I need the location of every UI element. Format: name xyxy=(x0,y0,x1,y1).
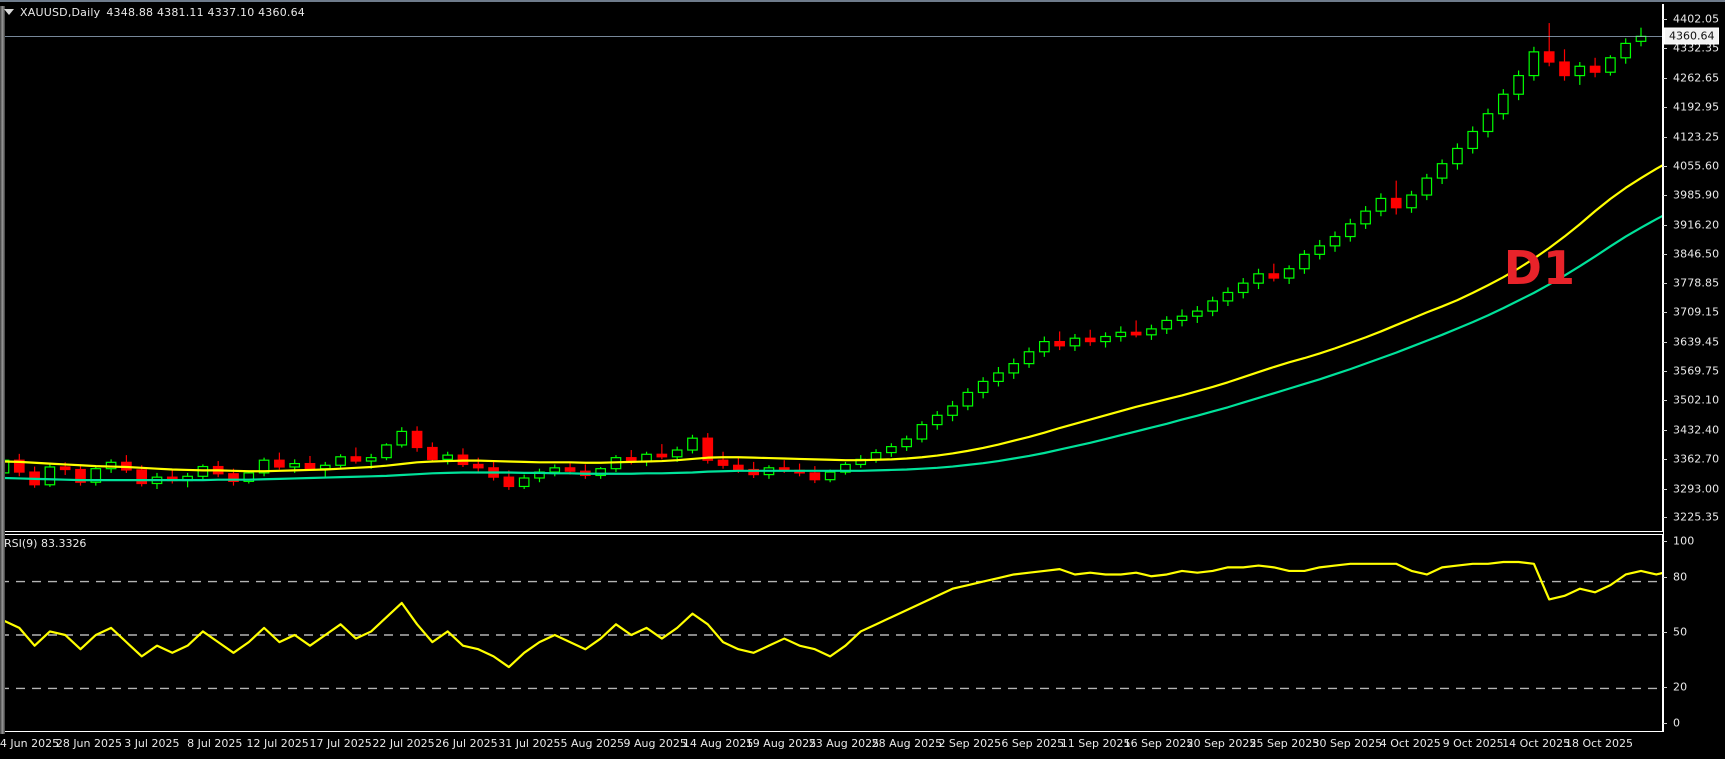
date-axis-label: 30 Sep 2025 xyxy=(1312,737,1383,750)
date-axis-label: 19 Aug 2025 xyxy=(745,737,817,750)
price-axis-label: 3985.90 xyxy=(1673,188,1720,202)
date-axis-label: 25 Sep 2025 xyxy=(1249,737,1320,750)
date-axis-label: 12 Jul 2025 xyxy=(246,737,309,750)
rsi-label: RSI(9) 83.3326 xyxy=(4,537,87,550)
price-axis-label: 3502.10 xyxy=(1673,393,1720,407)
price-axis-label: 3916.20 xyxy=(1673,218,1720,232)
axis-tick xyxy=(1663,459,1667,461)
rsi-scroll-handle[interactable] xyxy=(0,535,5,731)
chart-scroll-handle[interactable] xyxy=(0,6,5,734)
price-chart-panel[interactable]: D1 xyxy=(0,4,1663,734)
axis-tick xyxy=(1663,224,1667,226)
date-axis-label: 8 Jul 2025 xyxy=(187,737,243,750)
price-axis-label: 3362.70 xyxy=(1673,452,1720,466)
candlestick-series xyxy=(0,23,1662,490)
rsi-indicator-panel[interactable]: RSI(9) 83.3326 xyxy=(0,534,1663,732)
price-axis-label: 4192.95 xyxy=(1673,100,1720,114)
price-axis-label: 3569.75 xyxy=(1673,364,1720,378)
date-axis-label: 4 Oct 2025 xyxy=(1379,737,1441,750)
price-axis-label: 3846.50 xyxy=(1673,247,1720,261)
date-axis-label: 9 Aug 2025 xyxy=(623,737,687,750)
axis-tick xyxy=(1663,18,1667,20)
date-axis-label: 9 Oct 2025 xyxy=(1442,737,1504,750)
date-axis-label: 22 Jul 2025 xyxy=(372,737,435,750)
ohlc-values: 4348.88 4381.11 4337.10 4360.64 xyxy=(106,5,306,19)
axis-tick xyxy=(1663,165,1667,167)
triangle-down-icon[interactable] xyxy=(4,9,14,15)
price-axis-label: 3639.45 xyxy=(1673,335,1720,349)
date-axis-label: 26 Jul 2025 xyxy=(435,737,498,750)
axis-tick xyxy=(1663,107,1667,109)
axis-vertical-line xyxy=(1663,4,1664,732)
rsi-axis-label: 20 xyxy=(1673,680,1688,694)
axis-tick xyxy=(1663,541,1667,542)
price-axis-label: 4262.65 xyxy=(1673,71,1720,85)
price-axis-label: 3293.00 xyxy=(1673,482,1720,496)
symbol-timeframe-label: XAUUSD,Daily xyxy=(20,5,101,19)
price-axis-label: 4123.25 xyxy=(1673,130,1720,144)
axis-tick xyxy=(1663,723,1667,724)
price-axis-label: 4402.05 xyxy=(1673,12,1720,26)
date-axis-label: 24 Jun 2025 xyxy=(0,737,60,750)
price-plot-area[interactable] xyxy=(0,4,1662,531)
current-price-label: 4360.64 xyxy=(1664,27,1719,45)
date-axis-label: 14 Oct 2025 xyxy=(1502,737,1571,750)
date-axis-label: 11 Sep 2025 xyxy=(1060,737,1131,750)
date-axis-label: 17 Jul 2025 xyxy=(309,737,372,750)
rsi-axis-label: 80 xyxy=(1673,570,1688,584)
date-axis-label: 18 Oct 2025 xyxy=(1564,737,1634,750)
date-axis-label: 28 Jun 2025 xyxy=(55,737,122,750)
axis-tick xyxy=(1663,136,1667,138)
axis-tick xyxy=(1663,686,1667,688)
axis-tick xyxy=(1663,282,1667,284)
date-axis-label: 3 Jul 2025 xyxy=(124,737,180,750)
rsi-axis-label: 100 xyxy=(1673,534,1695,548)
rsi-line-series xyxy=(0,560,1662,690)
date-axis-label: 16 Sep 2025 xyxy=(1123,737,1194,750)
timeframe-watermark: D1 xyxy=(1503,241,1576,295)
axis-tick xyxy=(1663,577,1667,579)
rsi-plot-area[interactable] xyxy=(0,535,1662,731)
axis-tick xyxy=(1663,254,1667,256)
axis-tick xyxy=(1663,48,1667,50)
axis-tick xyxy=(1663,632,1667,633)
quote-header: XAUUSD,Daily 4348.88 4381.11 4337.10 436… xyxy=(0,4,305,20)
axis-tick xyxy=(1663,400,1667,401)
rsi-axis-label: 50 xyxy=(1673,625,1688,639)
date-axis-label: 6 Sep 2025 xyxy=(1001,737,1065,750)
price-axis-label: 3709.15 xyxy=(1673,305,1720,319)
axis-tick xyxy=(1663,429,1667,431)
current-price-line xyxy=(0,36,1662,38)
date-axis-label: 5 Aug 2025 xyxy=(560,737,624,750)
axis-tick xyxy=(1663,312,1667,314)
price-axis-label: 4332.35 xyxy=(1673,41,1720,55)
axis-tick xyxy=(1663,488,1667,490)
date-axis-label: 31 Jul 2025 xyxy=(498,737,561,750)
price-axis-label: 3778.85 xyxy=(1673,276,1720,290)
date-axis-label: 14 Aug 2025 xyxy=(682,737,754,750)
axis-tick xyxy=(1663,371,1667,373)
axis-tick xyxy=(1663,341,1667,343)
price-axis-label: 3432.40 xyxy=(1673,423,1720,437)
date-axis-label: 28 Aug 2025 xyxy=(871,737,943,750)
price-axis-label: 4055.60 xyxy=(1673,159,1720,173)
axis-tick xyxy=(1663,195,1667,197)
date-axis-label: 2 Sep 2025 xyxy=(938,737,1002,750)
axis-tick xyxy=(1663,517,1667,519)
price-scale-axis[interactable]: 4402.05 4332.35 4262.65 4192.95 4123.25 4055.… xyxy=(1663,2,1725,759)
rsi-axis-label: 0 xyxy=(1673,716,1681,730)
date-axis-label: 23 Aug 2025 xyxy=(808,737,880,750)
price-axis-label: 3225.35 xyxy=(1673,510,1720,524)
date-axis-label: 20 Sep 2025 xyxy=(1186,737,1257,750)
axis-tick xyxy=(1663,77,1667,79)
